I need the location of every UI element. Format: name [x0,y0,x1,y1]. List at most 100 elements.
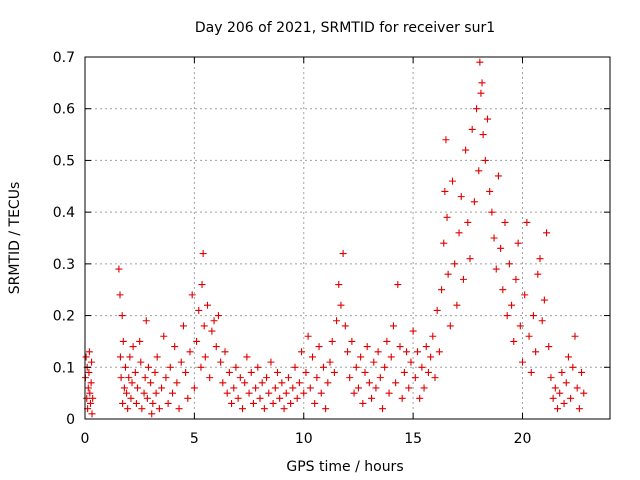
data-point [416,394,424,402]
data-point [148,410,156,418]
data-point [337,301,345,309]
data-point [547,374,555,382]
data-point [418,363,426,371]
data-point [162,374,170,382]
data-point [481,156,489,164]
data-point [455,229,463,237]
data-point [204,301,211,309]
data-point [514,239,522,247]
data-point [116,353,124,361]
data-point [501,218,509,226]
y-tick-label: 0.1 [53,360,75,376]
x-axis-label: GPS time / hours [286,459,403,475]
data-point [558,368,566,376]
data-point [527,368,535,376]
data-point [396,343,404,351]
data-point [354,384,362,392]
data-point [265,389,273,397]
data-point [486,187,494,195]
data-point [431,374,439,382]
data-point [151,368,159,376]
data-point [304,332,312,340]
data-point [554,405,561,413]
data-point [217,358,225,366]
data-point [357,353,365,361]
data-point [195,306,203,314]
data-point [198,281,206,289]
data-point [370,358,378,366]
data-point [385,389,393,397]
x-tick-label: 10 [295,431,313,447]
data-point [440,239,448,247]
data-point [190,384,198,392]
data-point [86,389,94,397]
data-point [87,379,95,387]
data-point [330,368,338,376]
data-point [348,337,356,345]
data-point [427,353,435,361]
data-point [121,363,129,371]
data-point [317,389,325,397]
data-point [179,322,187,330]
data-point [287,399,295,407]
data-point [441,187,449,195]
data-point [300,389,308,397]
data-point [88,358,96,366]
data-point [219,379,227,387]
data-point [359,399,367,407]
data-point [298,348,306,356]
data-point [199,250,207,258]
data-point [424,368,432,376]
data-point [560,399,568,407]
data-point [443,213,451,221]
data-point [221,348,229,356]
y-tick-label: 0.5 [53,153,75,169]
data-point [126,353,134,361]
data-point [311,399,319,407]
y-tick-label: 0.4 [53,205,75,221]
data-point [569,363,577,371]
data-point [414,348,421,356]
data-point [241,379,249,387]
data-point [350,389,358,397]
data-point [478,79,486,87]
data-point [118,312,126,320]
data-point [186,348,194,356]
data-point [573,384,581,392]
data-point [381,363,389,371]
data-point [503,312,511,320]
data-point [269,399,277,407]
data-point [267,358,275,366]
data-point [88,410,96,418]
data-point [153,353,161,361]
data-point [361,368,369,376]
data-point [328,337,336,345]
data-point [85,368,93,376]
data-point [258,379,266,387]
data-point [538,317,546,325]
data-point [400,368,408,376]
x-tick-label: 0 [81,431,90,447]
data-point [313,374,321,382]
data-point [473,105,481,113]
data-point [289,384,297,392]
data-point [488,208,496,216]
data-point [510,337,518,345]
data-point [420,384,428,392]
data-point [175,405,183,413]
data-point [169,389,176,397]
data-point [234,394,242,402]
data-point [556,389,564,397]
data-point [132,399,140,407]
data-point [459,275,467,283]
data-point [319,363,327,371]
data-point [173,379,181,387]
y-tick-label: 0.2 [53,309,75,325]
data-point [442,136,450,144]
data-point [138,405,146,413]
data-point [374,348,382,356]
data-point [523,218,531,226]
data-point [344,348,351,356]
data-point [243,353,251,361]
